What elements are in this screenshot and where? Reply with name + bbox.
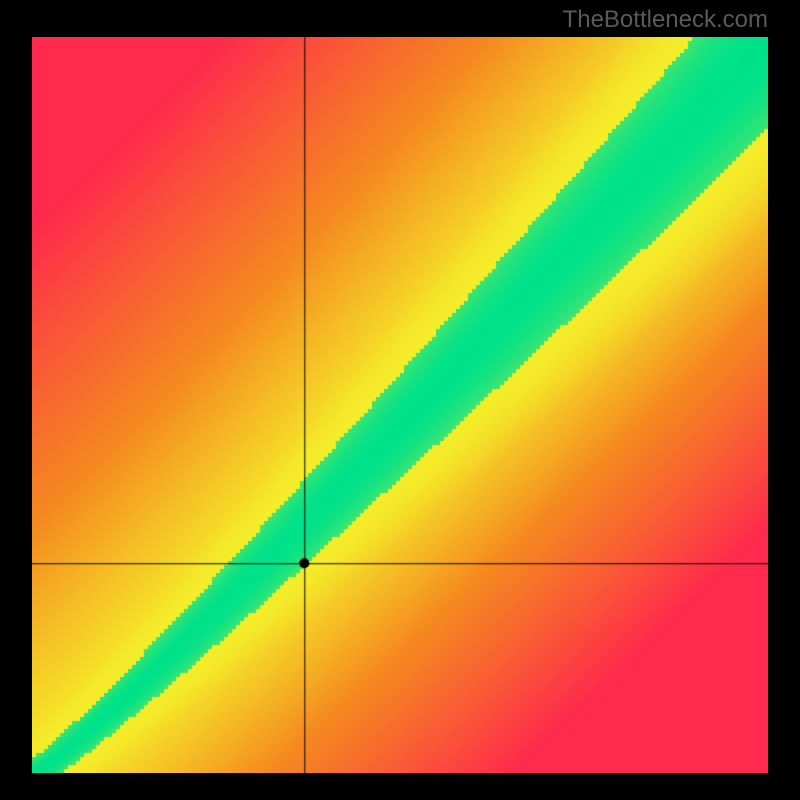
chart-stage: TheBottleneck.com [0, 0, 800, 800]
watermark-text: TheBottleneck.com [563, 6, 768, 34]
bottleneck-heatmap [32, 37, 768, 773]
